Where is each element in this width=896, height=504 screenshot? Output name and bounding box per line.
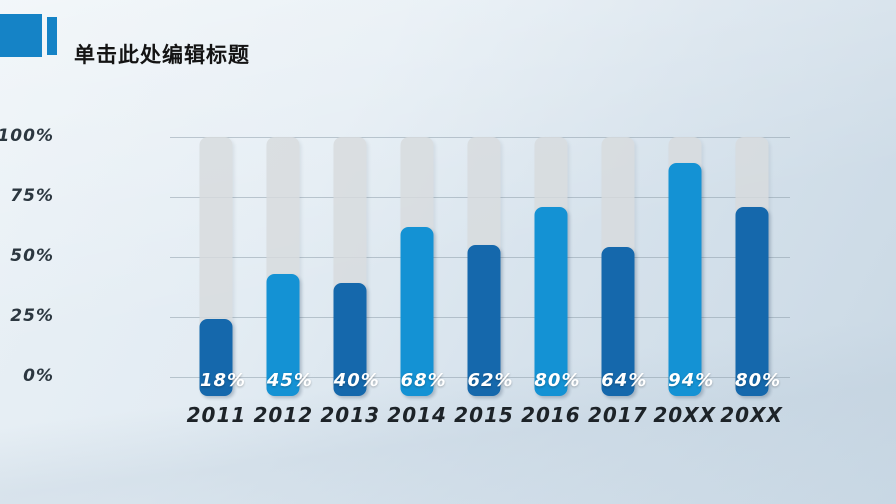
x-axis-label-2014-3: 2014 — [387, 403, 447, 427]
x-axis-label-2017-6: 2017 — [587, 403, 648, 427]
bar-2017-6: 64% — [601, 247, 648, 396]
y-axis-label-0%: 0% — [23, 366, 54, 386]
x-axis-label-2011-0: 2011 — [186, 403, 247, 427]
bar-20XX-7: 94% — [668, 163, 715, 396]
bar-group-2014-3: 68% 2014 — [384, 137, 451, 427]
bar-value-label: 94% — [668, 370, 715, 391]
x-axis-label-2015-4: 2015 — [454, 403, 514, 427]
page-title: 单击此处编辑标题 — [74, 43, 250, 68]
bar-group-2016-5: 80% 2016 — [517, 137, 584, 427]
y-axis-label-100%: 100% — [0, 126, 54, 146]
bar-2013-2: 40% — [333, 283, 380, 396]
bar-value-label: 68% — [400, 370, 447, 391]
bar-group-2013-2: 40% 2013 — [317, 137, 384, 427]
bar-value-label: 80% — [735, 370, 782, 391]
chart-bars-row: 18% 2011 45% 2012 40% 2013 68% 2014 62% 2015 80% 20… — [183, 137, 785, 427]
x-axis-label-20XX-8: 20XX — [720, 403, 783, 427]
bar-group-2012-1: 45% 2012 — [250, 137, 317, 427]
y-axis-label-50%: 50% — [10, 246, 54, 266]
x-axis-label-20XX-7: 20XX — [653, 403, 717, 427]
bar-2014-3: 68% — [400, 227, 447, 396]
bar-20XX-8: 80% — [735, 206, 782, 396]
y-axis-label-25%: 25% — [10, 306, 54, 326]
bar-2016-5: 80% — [534, 206, 581, 396]
x-axis-label-2016-5: 2016 — [521, 403, 581, 427]
title-accent-block — [0, 14, 42, 57]
bar-group-2017-6: 64% 2017 — [584, 137, 651, 427]
bar-value-label: 64% — [601, 370, 648, 391]
bar-value-label: 45% — [266, 370, 313, 391]
bar-2012-1: 45% — [266, 273, 313, 396]
bar-value-label: 80% — [534, 370, 581, 391]
bar-group-20XX-8: 80% 20XX — [718, 137, 785, 427]
bar-2011-0: 18% — [199, 319, 247, 396]
x-axis-label-2013-2: 2013 — [320, 403, 381, 427]
title-accent-bar — [47, 17, 57, 55]
bar-group-2011-0: 18% 2011 — [183, 137, 250, 427]
y-axis-label-75%: 75% — [10, 186, 54, 206]
bar-value-label: 62% — [467, 370, 514, 391]
bar-value-label: 18% — [199, 370, 247, 391]
bar-value-label: 40% — [333, 370, 380, 391]
bar-group-2015-4: 62% 2015 — [451, 137, 518, 427]
x-axis-label-2012-1: 2012 — [253, 403, 314, 427]
bar-group-20XX-7: 94% 20XX — [651, 137, 718, 427]
bar-2015-4: 62% — [467, 245, 514, 396]
